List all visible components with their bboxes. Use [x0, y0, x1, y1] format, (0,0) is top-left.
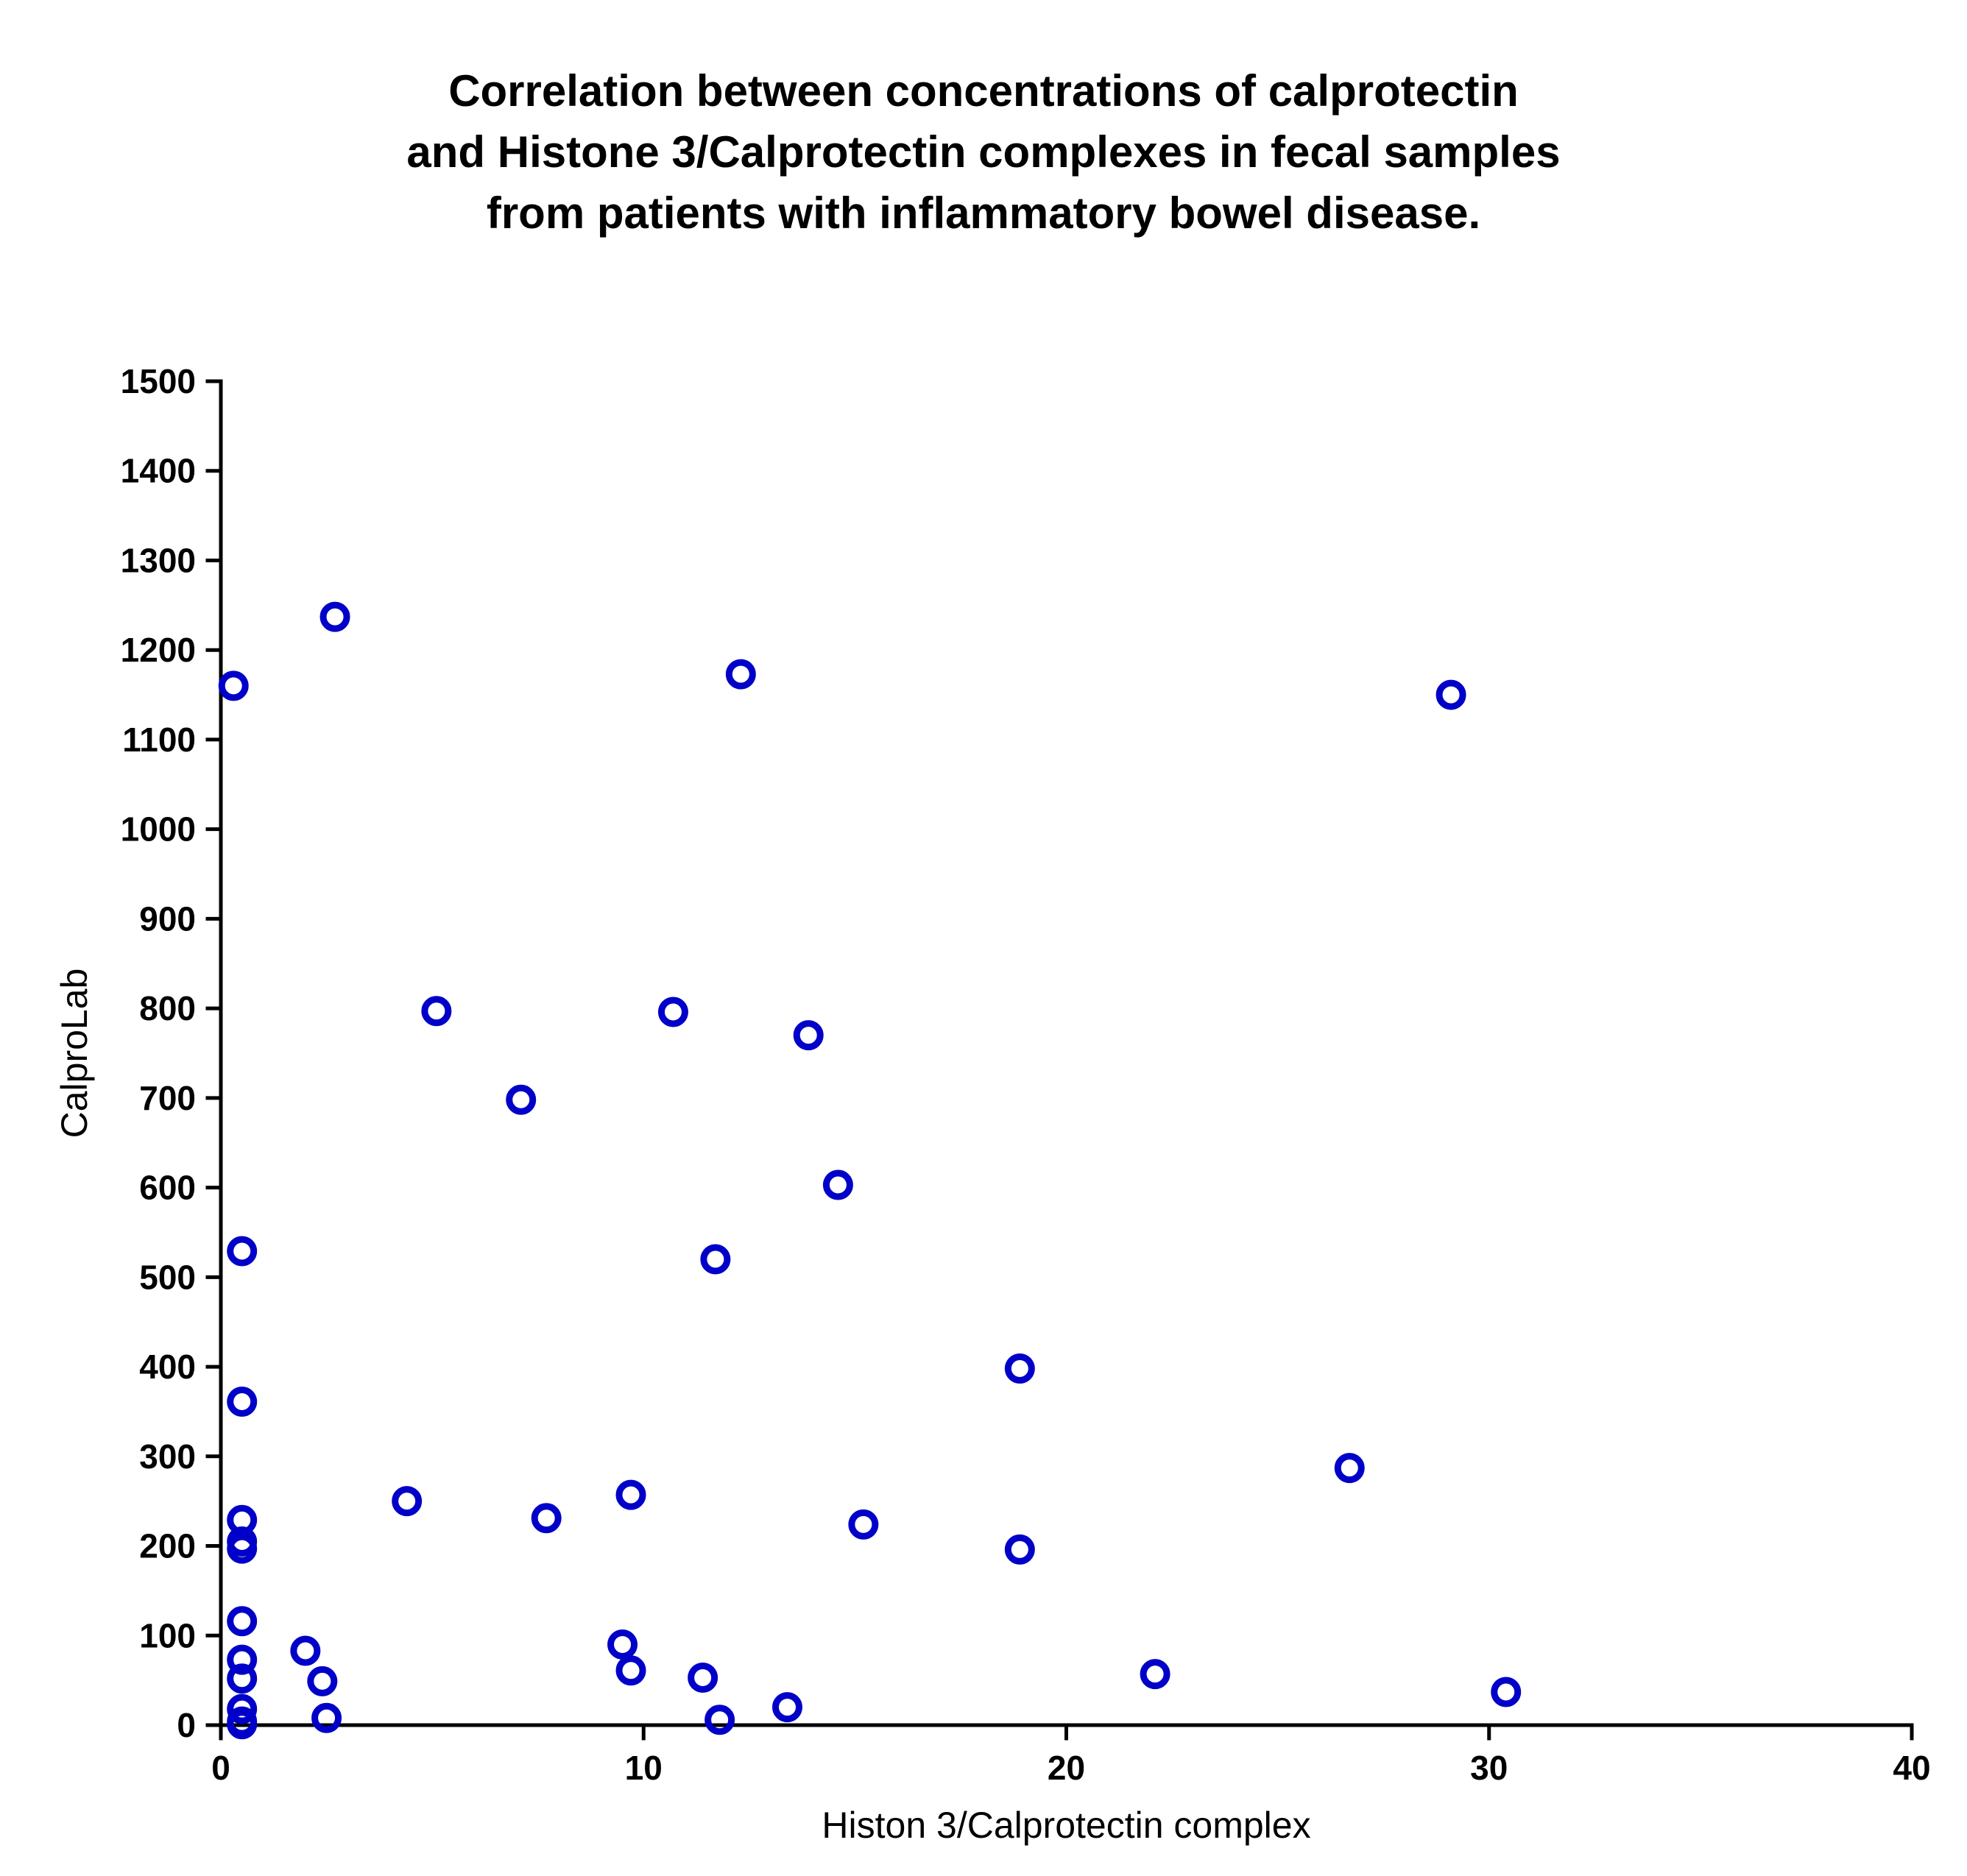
- data-point: [319, 601, 350, 632]
- data-point: [307, 1666, 338, 1696]
- data-points: [218, 601, 1522, 1740]
- y-tick-label: 1200: [121, 631, 196, 669]
- data-point: [615, 1655, 646, 1686]
- data-point: [290, 1635, 321, 1666]
- y-tick-label: 300: [139, 1437, 196, 1476]
- data-point: [607, 1629, 638, 1660]
- y-tick-label: 600: [139, 1169, 196, 1207]
- data-point: [793, 1020, 824, 1051]
- data-point: [1004, 1353, 1035, 1384]
- data-point: [1435, 679, 1466, 710]
- x-tick-label: 0: [211, 1749, 230, 1787]
- data-point: [506, 1084, 537, 1115]
- data-point: [1140, 1659, 1170, 1690]
- data-point: [227, 1663, 258, 1694]
- y-tick-label: 100: [139, 1616, 196, 1654]
- data-point: [227, 1533, 258, 1564]
- chart-title-line: and Histone 3/Calprotectin complexes in …: [406, 127, 1561, 177]
- x-tick-label: 10: [625, 1749, 663, 1787]
- data-point: [1004, 1534, 1035, 1565]
- y-tick-label: 1400: [121, 452, 196, 490]
- y-tick-label: 900: [139, 899, 196, 938]
- data-point: [227, 1387, 258, 1417]
- data-point: [771, 1692, 802, 1723]
- chart-title: Correlation between concentrations of ca…: [0, 60, 1967, 244]
- y-tick-label: 800: [139, 989, 196, 1027]
- data-point: [1334, 1453, 1365, 1484]
- y-tick-label: 1500: [121, 362, 196, 400]
- axes: 0 10 20 30 400100200300400500600700800900100…: [121, 362, 1931, 1787]
- y-tick-label: 700: [139, 1079, 196, 1117]
- data-point: [700, 1244, 731, 1275]
- data-point: [227, 1644, 258, 1675]
- y-tick-label: 500: [139, 1258, 196, 1296]
- x-tick-label: 40: [1893, 1749, 1930, 1787]
- chart-title-line: Correlation between concentrations of ca…: [448, 66, 1519, 116]
- data-point: [218, 670, 249, 701]
- x-tick-label: 30: [1470, 1749, 1508, 1787]
- data-point: [615, 1479, 646, 1510]
- data-point: [704, 1705, 735, 1735]
- data-point: [227, 1236, 258, 1267]
- data-point: [1491, 1677, 1522, 1707]
- y-tick-label: 1000: [121, 810, 196, 849]
- chart-title-line: from patients with inflammatory bowel di…: [486, 188, 1481, 238]
- y-tick-label: 1100: [122, 721, 196, 759]
- y-tick-label: 0: [177, 1706, 196, 1744]
- data-point: [531, 1503, 562, 1534]
- data-point: [688, 1662, 718, 1693]
- data-point: [311, 1702, 342, 1733]
- y-tick-label: 400: [139, 1348, 196, 1386]
- data-point: [657, 997, 688, 1027]
- data-point: [227, 1709, 258, 1740]
- data-point: [848, 1509, 879, 1540]
- data-point: [227, 1693, 258, 1724]
- data-point: [421, 996, 452, 1027]
- data-point: [227, 1606, 258, 1637]
- x-axis-label: Histon 3/Calprotectin complex: [822, 1805, 1310, 1846]
- y-axis-label: CalproLab: [54, 969, 95, 1139]
- x-tick-label: 20: [1048, 1749, 1085, 1787]
- data-point: [822, 1169, 853, 1200]
- data-point: [392, 1486, 423, 1517]
- data-point: [725, 659, 756, 690]
- y-tick-label: 200: [139, 1527, 196, 1565]
- y-tick-label: 1300: [121, 541, 196, 579]
